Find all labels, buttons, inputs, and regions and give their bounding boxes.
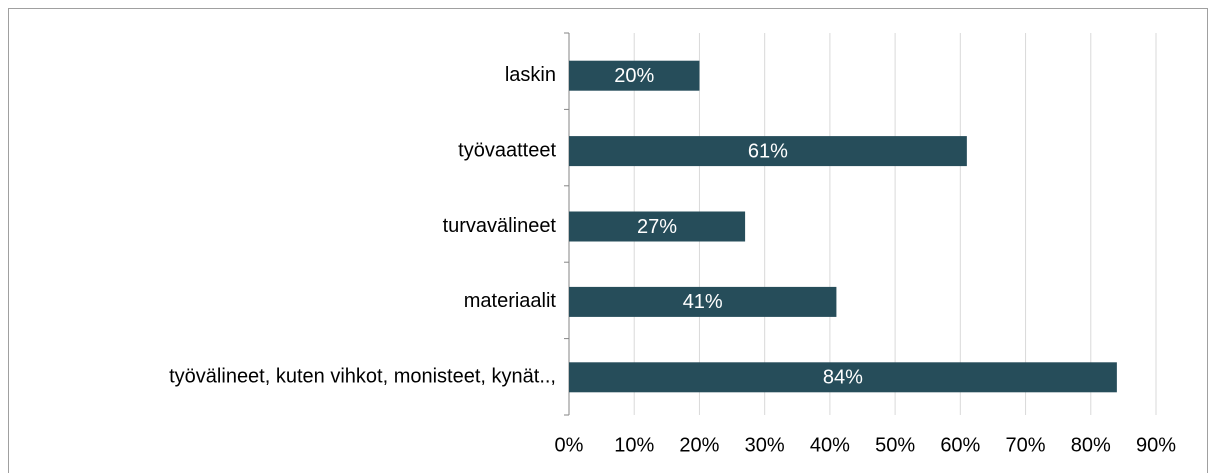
x-tick-label: 60% — [940, 434, 980, 456]
y-tick-label: turvavälineet — [443, 215, 557, 237]
x-tick-label: 40% — [810, 434, 850, 456]
y-tick-label: materiaalit — [464, 290, 557, 312]
bar — [569, 60, 700, 91]
x-tick-label: 50% — [875, 434, 915, 456]
x-tick-label: 0% — [555, 434, 584, 456]
bar — [569, 136, 967, 167]
data-label: 84% — [823, 367, 863, 389]
y-tick-label: työvaatteet — [458, 139, 556, 161]
x-tick-label: 80% — [1071, 434, 1111, 456]
data-label: 20% — [614, 65, 654, 87]
x-tick-label: 10% — [614, 434, 654, 456]
bar — [569, 286, 837, 317]
x-tick-label: 30% — [745, 434, 785, 456]
data-label: 61% — [748, 140, 788, 162]
bar — [569, 211, 746, 242]
chart-frame — [8, 8, 1208, 473]
y-tick-label: laskin — [505, 64, 556, 86]
x-tick-label: 90% — [1136, 434, 1176, 456]
data-label: 41% — [683, 291, 723, 313]
bar — [569, 362, 1117, 393]
data-label: 27% — [637, 216, 677, 238]
y-tick-label: työvälineet, kuten vihkot, monisteet, ky… — [169, 366, 556, 388]
x-tick-label: 70% — [1006, 434, 1046, 456]
x-tick-label: 20% — [679, 434, 719, 456]
